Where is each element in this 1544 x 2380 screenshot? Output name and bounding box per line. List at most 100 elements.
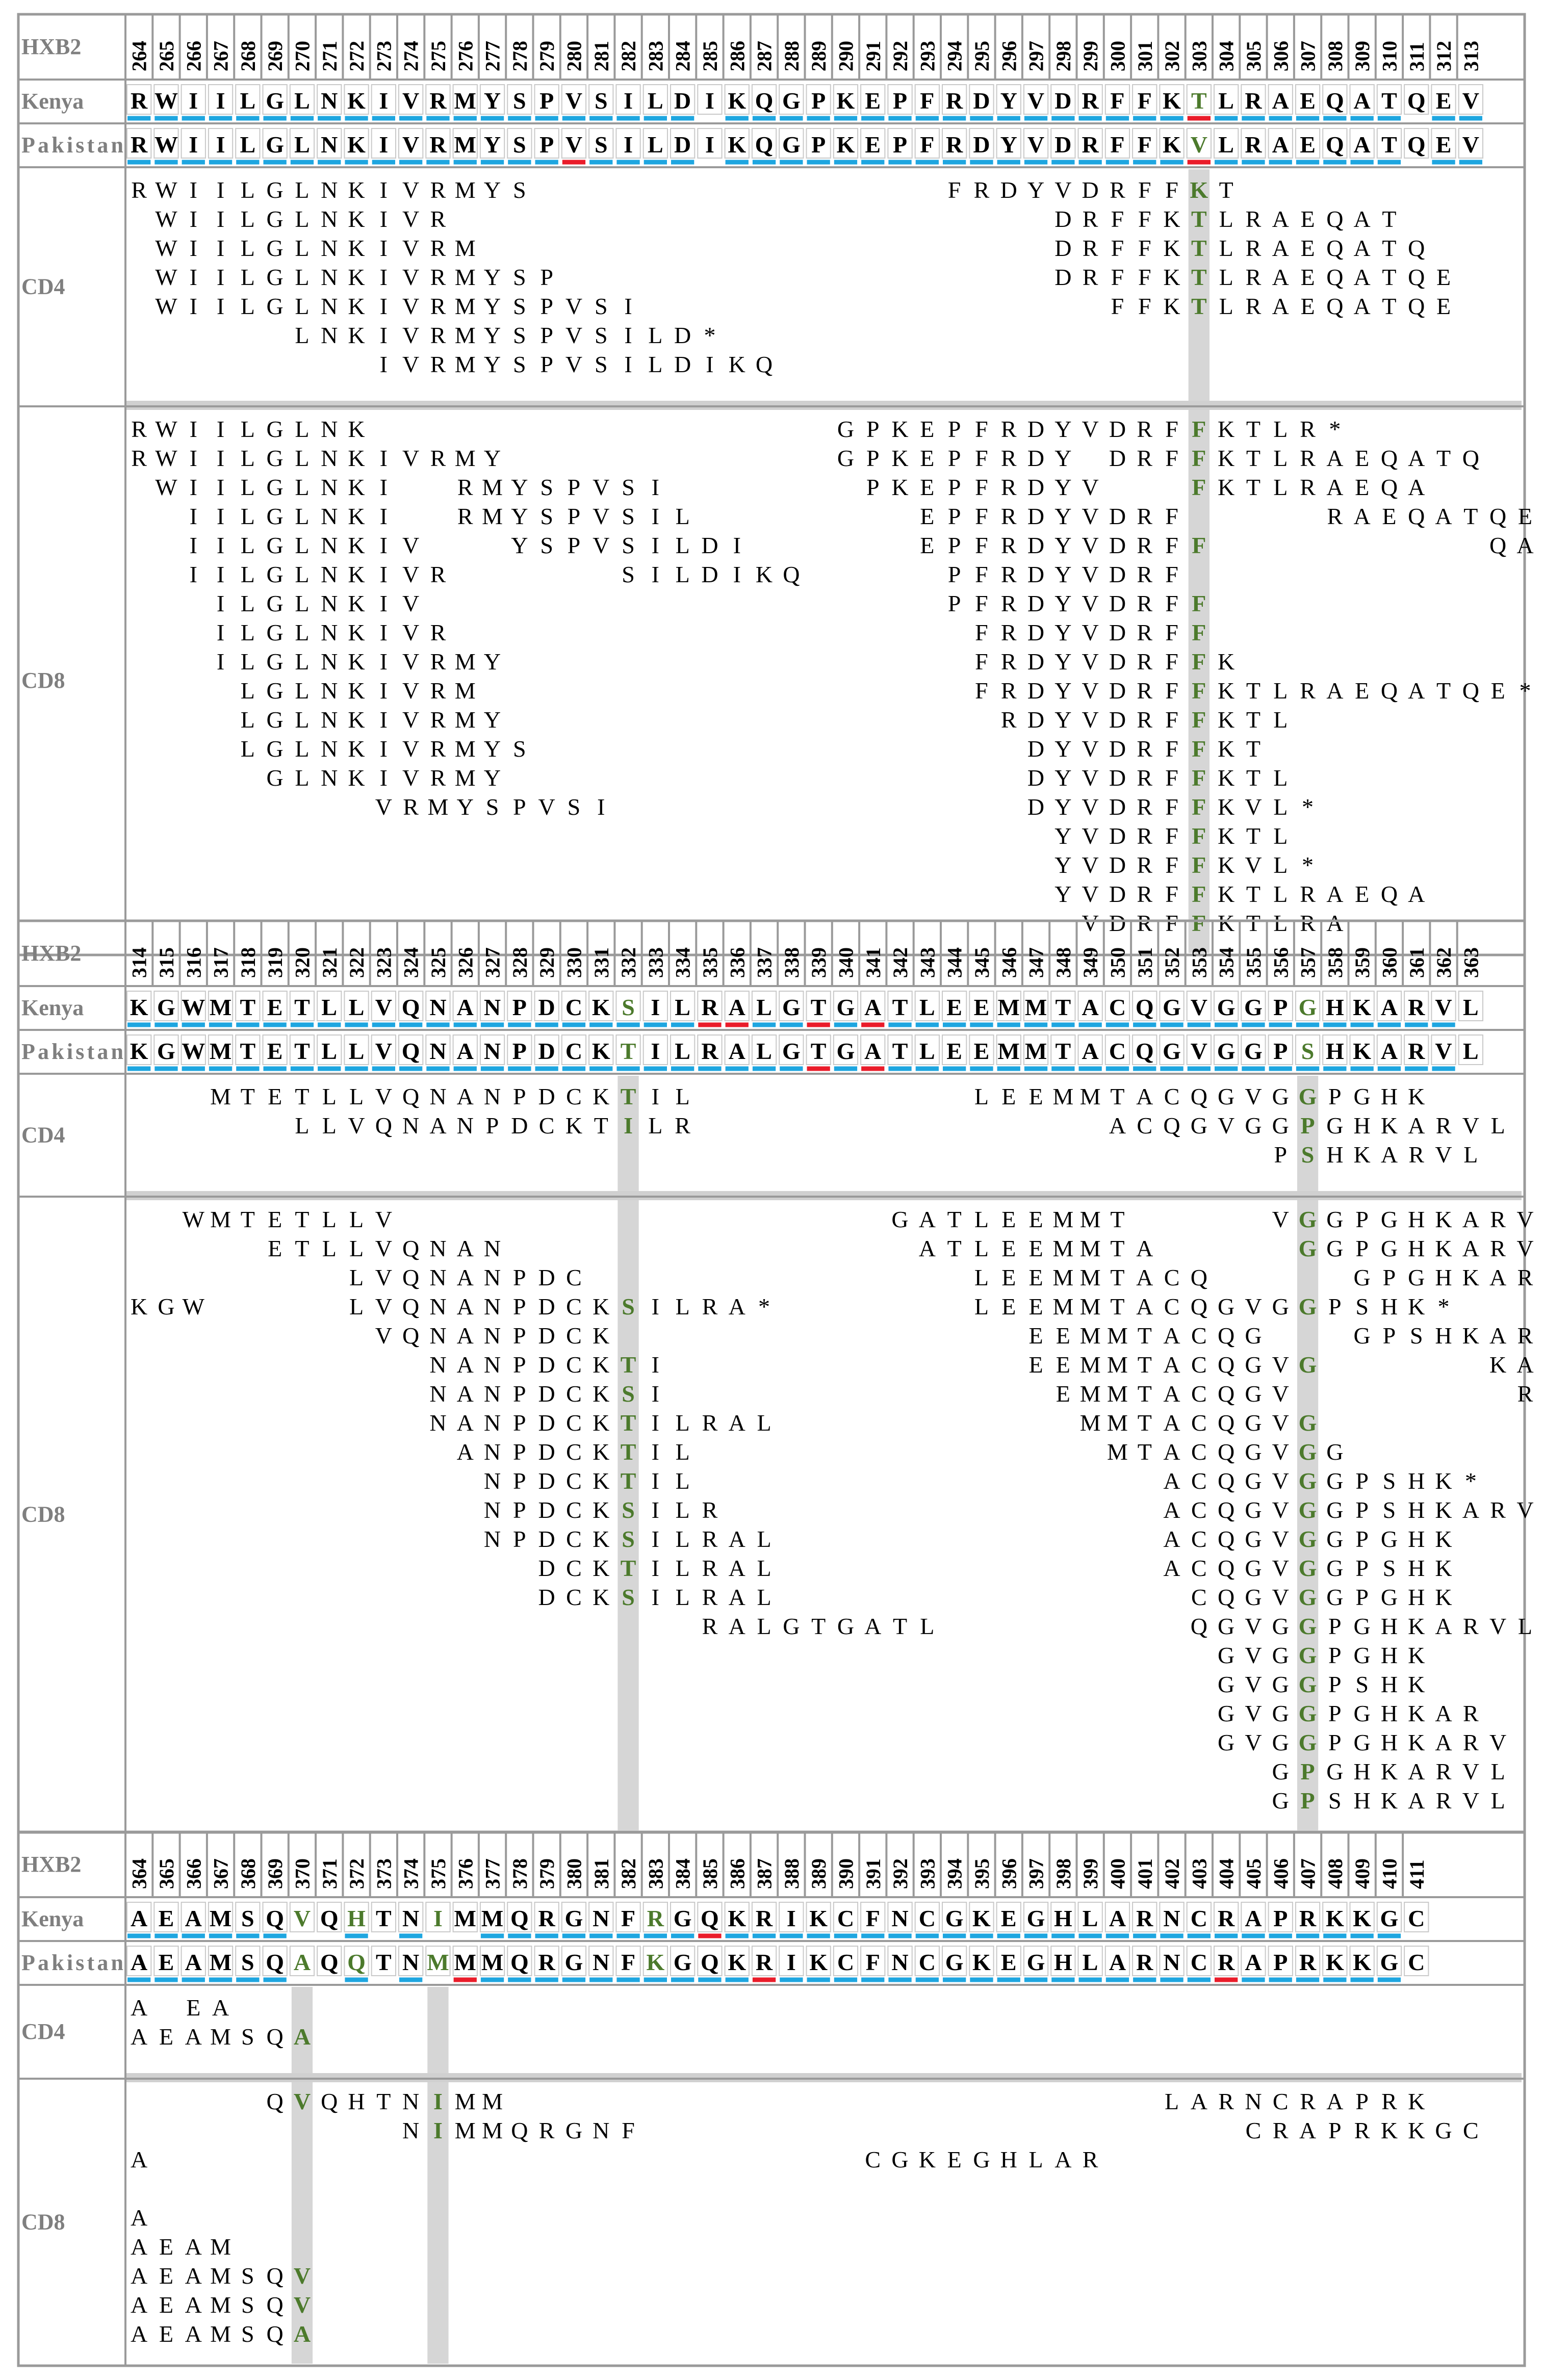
position-number: 395 (970, 1858, 993, 1889)
cd4-epitope-residue: I (380, 177, 388, 203)
cd8-epitope-residue: L (241, 561, 255, 587)
cd8-epitope-residue: R (430, 619, 446, 645)
cd8-epitope-residue: V (402, 649, 419, 675)
cd8-epitope-residue: I (652, 1468, 659, 1494)
cd4-epitope-residue: K (348, 206, 365, 232)
residue-cell (452, 991, 478, 1021)
residue-cell (181, 991, 206, 1021)
kenya-residue: L (756, 994, 772, 1020)
cd8-epitope-residue: T (1138, 1352, 1152, 1378)
cd4-epitope-residue: G (267, 293, 284, 319)
cd8-epitope-residue: V (1082, 678, 1099, 704)
cd8-epitope-residue: V (1082, 503, 1099, 529)
cd4-epitope-residue: F (1138, 293, 1151, 319)
variant-column-band (427, 1987, 449, 2364)
pakistan-residue: W (182, 1038, 205, 1064)
kenya-residue: L (349, 994, 365, 1020)
pakistan-residue: R (1136, 1949, 1153, 1975)
kenya-residue: K (728, 1905, 746, 1931)
cd8-epitope-residue: R (702, 1497, 718, 1523)
cd8-epitope-residue: L (1273, 445, 1288, 471)
cd8-epitope-residue: L (676, 1294, 690, 1320)
cd8-epitope-residue: F (975, 416, 988, 442)
cd4-epitope-residue: D (674, 322, 691, 348)
cd8-epitope-residue: G (837, 416, 854, 442)
cd8-epitope-residue: G (1326, 1206, 1343, 1232)
cd8-epitope-residue: R (403, 794, 419, 820)
cd8-epitope-residue: G (1326, 1584, 1343, 1610)
kenya-residue: P (512, 994, 527, 1020)
cd8-epitope-residue: P (948, 532, 961, 558)
cd4-epitope-residue: R (1246, 293, 1262, 319)
cd8-epitope-residue: K (593, 1555, 609, 1581)
cd8-epitope-residue: R (1137, 590, 1152, 616)
cd4-epitope-residue: E (1028, 1083, 1043, 1109)
residue-cell (1376, 128, 1402, 159)
cd4-epitope-residue: F (1138, 235, 1151, 261)
cd8-epitope-residue: Q (1462, 445, 1479, 471)
cd4-epitope-residue: V (1245, 1083, 1262, 1109)
cd8-epitope-residue: G (267, 619, 284, 645)
cd4-epitope-residue: G (1272, 1083, 1289, 1109)
cd8-epitope-residue: M (455, 736, 476, 762)
cd8-epitope-residue: K (1218, 649, 1234, 675)
position-number: 344 (943, 947, 966, 978)
residue-cell (425, 1034, 451, 1065)
cd8-epitope-residue: L (676, 561, 690, 587)
cd8-epitope-residue: G (1299, 1584, 1317, 1610)
kenya-residue: V (294, 1905, 311, 1931)
cd8-epitope-residue: A (864, 1613, 881, 1639)
pakistan-residue: I (787, 1949, 796, 1975)
cd4-epitope-residue: M (1080, 1083, 1101, 1109)
residue-cell (534, 84, 559, 115)
cd8-epitope-residue: I (433, 2117, 443, 2143)
residue-cell (1077, 991, 1103, 1021)
cd4-epitope-residue: L (974, 1083, 989, 1109)
residue-cell (1077, 1034, 1103, 1065)
cd8-epitope-residue: L (1273, 416, 1288, 442)
position-number: 290 (834, 41, 857, 71)
cd4-epitope-residue: T (295, 1083, 309, 1109)
cd8-epitope-residue: I (217, 532, 224, 558)
position-number: 405 (1242, 1858, 1265, 1889)
pakistan-residue: K (1353, 1949, 1371, 1975)
cd8-epitope-residue: K (593, 1468, 609, 1494)
cd4-epitope-residue: D (1054, 264, 1071, 290)
cd8-epitope-residue: A (185, 2321, 202, 2347)
cd8-epitope-residue: I (217, 649, 224, 675)
cd8-epitope-residue: A (1435, 1729, 1452, 1755)
cd8-epitope-residue: G (1245, 1526, 1262, 1552)
residue-cell (806, 1902, 831, 1932)
position-number: 391 (862, 1858, 885, 1889)
residue-cell (860, 1946, 886, 1976)
pakistan-residue: Q (320, 1949, 339, 1975)
residue-cell (208, 84, 234, 115)
cd8-epitope-residue: Y (1054, 619, 1071, 645)
cd8-epitope-residue: S (241, 2292, 254, 2318)
cd8-epitope-residue: D (1027, 707, 1044, 733)
residue-cell (1268, 991, 1293, 1021)
cd8-epitope-residue: R (702, 1613, 718, 1639)
kenya-residue: W (182, 994, 205, 1020)
cd8-epitope-residue: G (267, 649, 284, 675)
residue-cell (969, 1034, 994, 1065)
position-number: 397 (1025, 1858, 1048, 1889)
cd8-epitope-residue: M (1080, 1264, 1101, 1290)
cd8-epitope-residue: R (1137, 823, 1152, 849)
kenya-residue: D (538, 994, 555, 1020)
residue-cell (1431, 1034, 1456, 1065)
cd8-epitope-residue: L (295, 649, 309, 675)
position-number: 328 (508, 947, 531, 978)
cd8-epitope-residue: D (1109, 416, 1126, 442)
residue-cell (1295, 128, 1321, 159)
pakistan-residue: Q (1136, 1038, 1154, 1064)
cd4-epitope-residue: S (513, 322, 526, 348)
position-number: 400 (1106, 1858, 1129, 1889)
cd8-epitope-residue: L (241, 503, 255, 529)
position-number: 311 (1405, 42, 1428, 71)
cd8-epitope-residue: C (1191, 1526, 1207, 1552)
cd8-epitope-residue: G (267, 503, 284, 529)
cd8-epitope-residue: T (1246, 416, 1260, 442)
residue-cell (507, 1902, 532, 1932)
position-number: 342 (889, 947, 912, 978)
